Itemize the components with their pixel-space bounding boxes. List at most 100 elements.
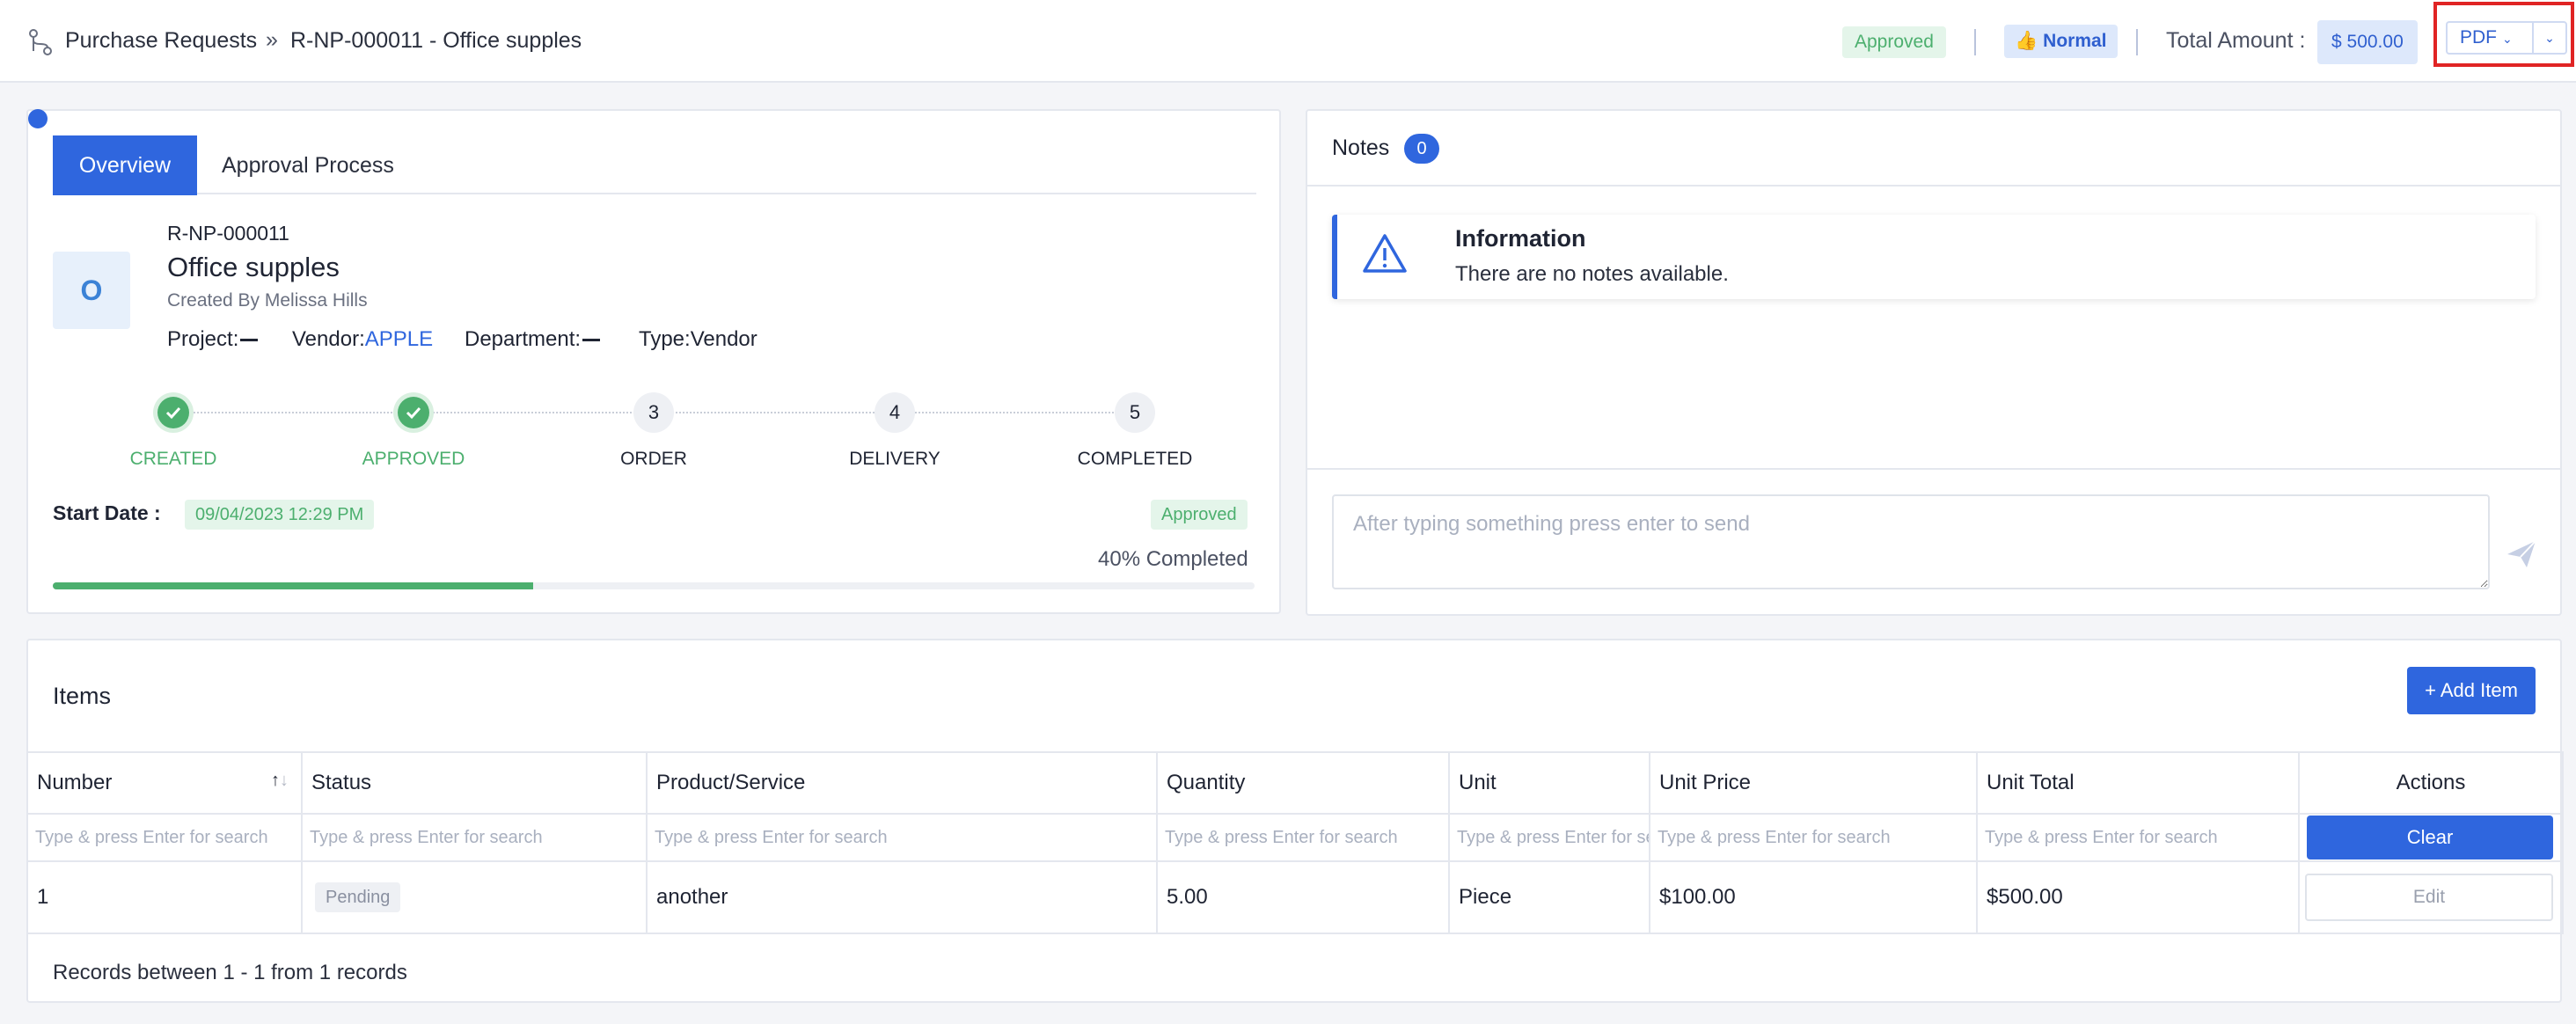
- column-header-unit-total[interactable]: Unit Total: [1976, 751, 2300, 815]
- tab-approval-process[interactable]: Approval Process: [222, 153, 394, 178]
- sort-icon[interactable]: ↑↓: [271, 771, 289, 790]
- step-label-approved: APPROVED: [362, 449, 465, 469]
- notes-count-badge: 0: [1404, 134, 1439, 164]
- column-header-actions: Actions: [2298, 751, 2564, 815]
- progress-bar: [53, 582, 1255, 589]
- info-title: Information: [1455, 225, 1586, 252]
- cell-quantity: 5.00: [1156, 860, 1450, 934]
- add-item-button[interactable]: + Add Item: [2407, 667, 2536, 714]
- column-header-unit-price[interactable]: Unit Price: [1649, 751, 1978, 815]
- priority-label: Normal: [2043, 31, 2107, 51]
- header-divider: [2136, 29, 2138, 55]
- table-filter-row: Clear: [26, 813, 2564, 862]
- vendor-field: Vendor:APPLE: [292, 327, 433, 352]
- project-label: Project:: [167, 327, 239, 351]
- chevron-down-icon: ⌄: [2544, 31, 2555, 45]
- edit-button[interactable]: Edit: [2305, 874, 2553, 921]
- filter-quantity-input[interactable]: [1165, 827, 1448, 848]
- request-number: R-NP-000011: [167, 222, 289, 245]
- indicator-dot: [28, 109, 48, 128]
- breadcrumb-purchase-requests[interactable]: Purchase Requests: [65, 28, 258, 53]
- table-header-row: Number ↑↓ Status Product/Service Quantity…: [26, 751, 2564, 815]
- add-item-label: Add Item: [2440, 679, 2518, 701]
- start-date-label: Start Date :: [53, 501, 161, 524]
- overview-card: [26, 109, 1281, 614]
- start-date-value: 09/04/2023 12:29 PM: [185, 500, 375, 530]
- empty-value-dash: [240, 339, 259, 342]
- pdf-button[interactable]: PDF ⌄: [2446, 21, 2534, 55]
- step-approved: [393, 392, 434, 433]
- type-label: Type:: [639, 327, 691, 351]
- step-label-order: ORDER: [620, 449, 687, 469]
- warning-icon: [1363, 234, 1407, 273]
- notes-divider: [1307, 185, 2560, 187]
- pdf-button-label: PDF: [2460, 27, 2497, 48]
- department-label: Department:: [465, 327, 582, 351]
- step-delivery: 4: [875, 392, 915, 433]
- cell-unit-total: $500.00: [1976, 860, 2300, 934]
- column-header-quantity[interactable]: Quantity: [1156, 751, 1450, 815]
- progress-text: 40% Completed: [1098, 547, 1248, 571]
- column-header-status[interactable]: Status: [301, 751, 648, 815]
- cell-unit-price: $100.00: [1649, 860, 1978, 934]
- step-check-bg: [157, 397, 189, 428]
- cell-status: Pending: [301, 860, 648, 934]
- approval-status-badge: Approved: [1151, 500, 1248, 530]
- table-row: 1 Pending another 5.00 Piece $100.00 $50…: [26, 860, 2564, 934]
- items-table: Number ↑↓ Status Product/Service Quantity…: [26, 751, 2564, 934]
- send-icon[interactable]: [2506, 538, 2537, 570]
- step-check-bg: [398, 397, 429, 428]
- records-summary: Records between 1 - 1 from 1 records: [53, 961, 407, 984]
- step-order: 3: [633, 392, 674, 433]
- step-label-completed: COMPLETED: [1077, 449, 1193, 469]
- project-field: Project:: [167, 327, 259, 352]
- pending-badge: Pending: [315, 882, 401, 912]
- status-badge: Approved: [1842, 26, 1946, 58]
- pdf-dropdown-toggle[interactable]: ⌄: [2532, 21, 2567, 55]
- column-header-product[interactable]: Product/Service: [646, 751, 1158, 815]
- filter-unit-input[interactable]: [1457, 827, 1649, 848]
- plus-icon: +: [2425, 679, 2436, 701]
- step-created: [153, 392, 194, 433]
- header-divider: [1974, 29, 1976, 55]
- request-title: Office supples: [167, 252, 340, 282]
- tab-overview[interactable]: Overview: [53, 135, 197, 195]
- info-text: There are no notes available.: [1455, 262, 1729, 286]
- chevron-down-icon: ⌄: [2502, 32, 2513, 46]
- filter-product-input[interactable]: [655, 827, 1156, 848]
- filter-unit-price-input[interactable]: [1658, 827, 1976, 848]
- filter-number-input[interactable]: [35, 827, 301, 848]
- type-value: Vendor: [690, 327, 757, 351]
- pdf-button-group: PDF ⌄ ⌄: [2433, 2, 2574, 67]
- cell-number: 1: [26, 860, 303, 934]
- progress-fill: [53, 582, 534, 589]
- vendor-label: Vendor:: [292, 327, 365, 351]
- filter-unit-total-input[interactable]: [1985, 827, 2298, 848]
- column-header-unit[interactable]: Unit: [1448, 751, 1650, 815]
- cell-product: another: [646, 860, 1158, 934]
- tab-divider: [197, 193, 1256, 194]
- breadcrumb-current-request: R-NP-000011 - Office supples: [290, 28, 582, 53]
- empty-value-dash: [582, 339, 601, 342]
- top-bar: [0, 0, 2576, 83]
- priority-badge: 👍 Normal: [2004, 25, 2118, 58]
- step-label-created: CREATED: [129, 449, 217, 469]
- filter-status-input[interactable]: [310, 827, 646, 848]
- created-by: Created By Melissa Hills: [167, 290, 368, 311]
- step-completed: 5: [1115, 392, 1155, 433]
- type-field: Type:Vendor: [639, 327, 757, 352]
- git-branch-icon: [29, 29, 52, 55]
- clear-filters-button[interactable]: Clear: [2307, 816, 2553, 859]
- total-amount-value: $ 500.00: [2317, 20, 2418, 64]
- column-header-label: Number: [37, 771, 113, 794]
- notes-title: Notes: [1332, 135, 1390, 160]
- thumbs-up-icon: 👍: [2015, 31, 2038, 51]
- breadcrumb-separator: »: [266, 27, 278, 52]
- department-field: Department:: [465, 327, 601, 352]
- step-label-delivery: DELIVERY: [849, 449, 940, 469]
- column-header-number[interactable]: Number ↑↓: [26, 751, 303, 815]
- check-icon: [406, 406, 421, 420]
- note-input[interactable]: [1332, 494, 2490, 589]
- vendor-link[interactable]: APPLE: [364, 327, 434, 351]
- cell-actions: Edit: [2298, 860, 2564, 934]
